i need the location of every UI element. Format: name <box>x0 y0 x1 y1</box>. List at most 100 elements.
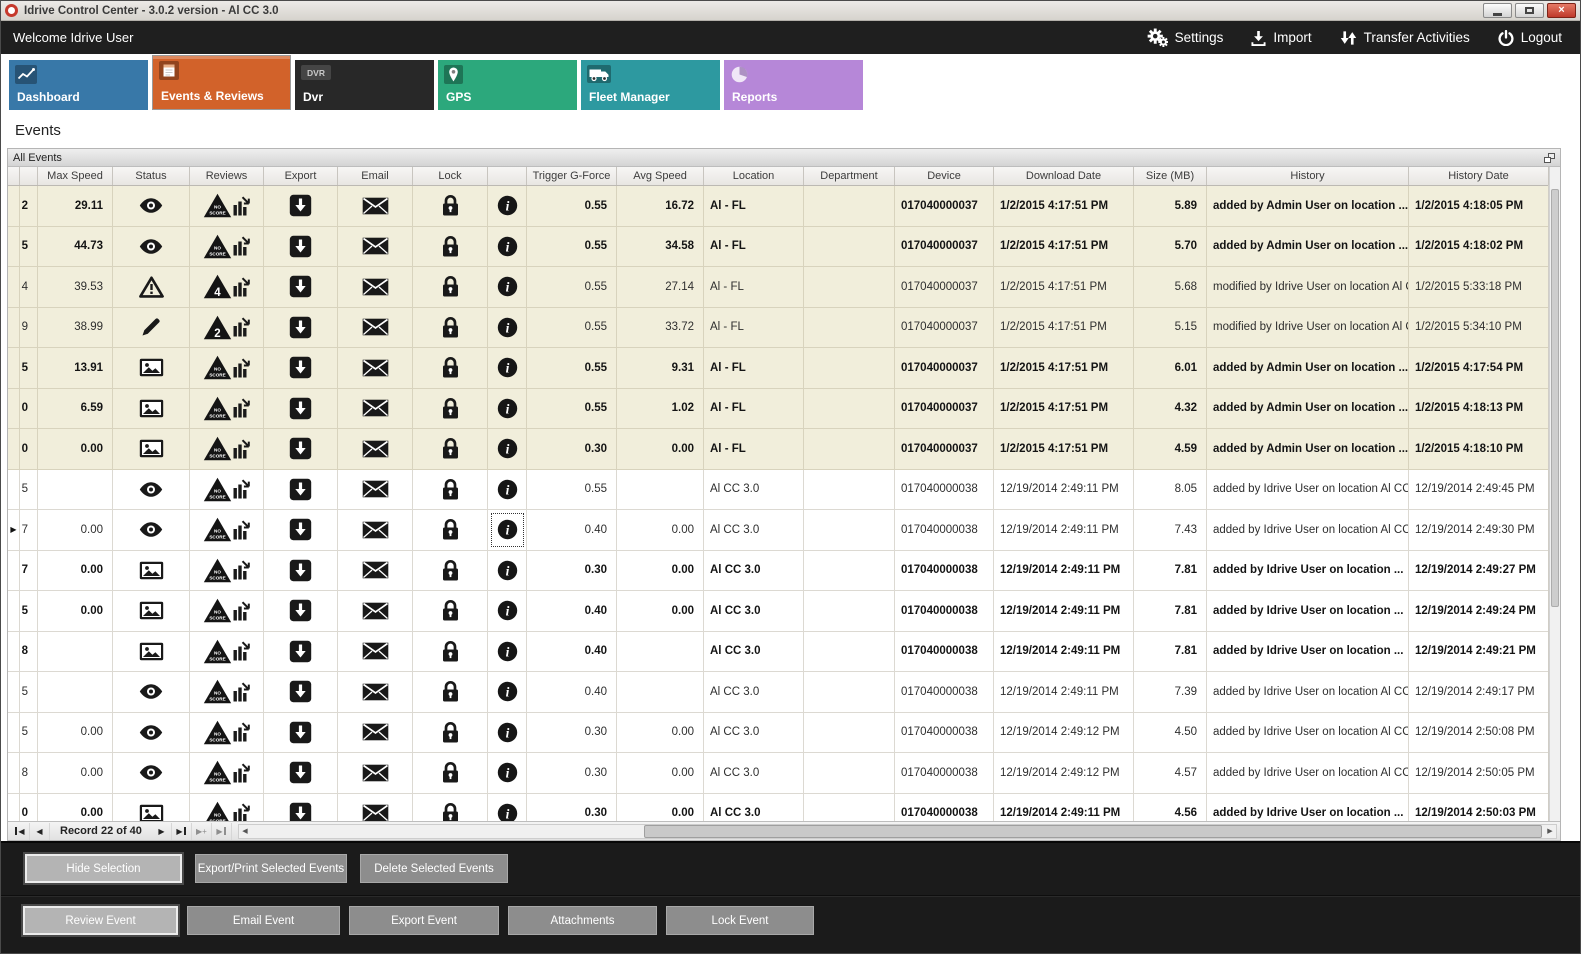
cell-download_date[interactable]: 12/19/2014 2:49:11 PM <box>994 631 1134 671</box>
cell-history[interactable]: added by Admin User on location ... <box>1207 429 1409 469</box>
email-icon[interactable] <box>362 521 389 539</box>
tab-events-reviews[interactable]: Events & Reviews <box>152 55 291 110</box>
cell-location[interactable]: Al CC 3.0 <box>704 712 804 752</box>
cell-location[interactable]: Al - FL <box>704 267 804 307</box>
cell-status[interactable] <box>113 307 190 347</box>
cell-lock[interactable] <box>413 712 488 752</box>
review-event-button[interactable]: Review Event <box>21 904 180 937</box>
cell-reviews[interactable]: NO SCORE <box>190 591 264 631</box>
cell-device[interactable]: 017040000038 <box>895 469 994 509</box>
cell-status[interactable] <box>113 388 190 428</box>
cell-location[interactable]: Al - FL <box>704 186 804 226</box>
cell-rowind[interactable]: ▶ <box>8 510 20 550</box>
cell-info[interactable]: i <box>488 672 527 712</box>
cell-trigger[interactable]: 0.55 <box>527 388 617 428</box>
table-row[interactable]: 5 44.73 NO SCORE i 0.55 34.58 Al - FL 0170400000… <box>8 226 1548 267</box>
topbar-action-logout[interactable]: Logout <box>1498 29 1562 46</box>
cell-export[interactable] <box>264 672 338 712</box>
cell-avg_speed[interactable]: 33.72 <box>617 307 704 347</box>
cell-location[interactable]: Al - FL <box>704 429 804 469</box>
cell-cut[interactable]: 5 <box>20 226 38 266</box>
col-header-max_speed[interactable]: Max Speed <box>38 167 113 185</box>
cell-location[interactable]: Al - FL <box>704 226 804 266</box>
cell-department[interactable] <box>804 510 895 550</box>
cell-reviews[interactable]: 2 <box>190 307 264 347</box>
info-icon[interactable]: i <box>497 479 518 500</box>
col-header-reviews[interactable]: Reviews <box>190 167 264 185</box>
cell-location[interactable]: Al CC 3.0 <box>704 469 804 509</box>
cell-export[interactable] <box>264 712 338 752</box>
cell-department[interactable] <box>804 267 895 307</box>
no-score-triangle-icon[interactable]: NO SCORE <box>203 639 232 664</box>
nav-next-button[interactable]: ▶ <box>152 822 172 840</box>
no-score-triangle-icon[interactable]: NO SCORE <box>203 517 232 542</box>
email-icon[interactable] <box>362 723 389 741</box>
cell-history[interactable]: added by Idrive User on location Al CC .… <box>1207 712 1409 752</box>
cell-info[interactable]: i <box>488 469 527 509</box>
cell-department[interactable] <box>804 550 895 590</box>
cell-email[interactable] <box>338 267 413 307</box>
cell-download_date[interactable]: 12/19/2014 2:49:11 PM <box>994 591 1134 631</box>
cell-device[interactable]: 017040000037 <box>895 226 994 266</box>
cell-email[interactable] <box>338 469 413 509</box>
review-bars-icon[interactable] <box>233 317 250 337</box>
cell-reviews[interactable]: NO SCORE <box>190 186 264 226</box>
cell-device[interactable]: 017040000037 <box>895 388 994 428</box>
col-header-history[interactable]: History <box>1207 167 1409 185</box>
cell-history_date[interactable]: 12/19/2014 2:49:21 PM <box>1409 632 1548 672</box>
topbar-action-import[interactable]: Import <box>1251 30 1312 46</box>
cell-device[interactable]: 017040000038 <box>895 510 994 550</box>
col-header-export[interactable]: Export <box>264 167 338 185</box>
cell-cut[interactable]: 5 <box>20 672 38 712</box>
cell-cut[interactable]: 9 <box>20 307 38 347</box>
table-row[interactable]: 5 NO SCORE i 0.55 Al CC 3.0 017040000038 12/19/… <box>8 469 1548 510</box>
lock-icon[interactable] <box>441 559 460 582</box>
cell-history_date[interactable]: 1/2/2015 4:18:10 PM <box>1409 429 1548 469</box>
review-bars-icon[interactable] <box>233 722 250 742</box>
no-score-triangle-icon[interactable]: NO SCORE <box>203 355 232 380</box>
cell-size_mb[interactable]: 7.81 <box>1134 631 1207 671</box>
cell-max_speed[interactable]: 44.73 <box>38 226 113 266</box>
cell-max_speed[interactable]: 29.11 <box>38 186 113 226</box>
cell-status[interactable] <box>113 510 190 550</box>
cell-cut[interactable]: 8 <box>20 753 38 793</box>
export-icon[interactable] <box>289 478 312 501</box>
cell-trigger[interactable]: 0.30 <box>527 753 617 793</box>
cell-info[interactable]: i <box>488 429 527 469</box>
cell-history[interactable]: added by Admin User on location ... <box>1207 186 1409 226</box>
cell-export[interactable] <box>264 550 338 590</box>
lock-icon[interactable] <box>441 761 460 784</box>
review-bars-icon[interactable] <box>233 641 250 661</box>
cell-lock[interactable] <box>413 348 488 388</box>
cell-lock[interactable] <box>413 793 488 821</box>
topbar-action-transfer-activities[interactable]: Transfer Activities <box>1340 30 1470 46</box>
cell-size_mb[interactable]: 4.32 <box>1134 388 1207 428</box>
no-score-triangle-icon[interactable]: NO SCORE <box>203 801 232 821</box>
cell-avg_speed[interactable]: 1.02 <box>617 388 704 428</box>
email-icon[interactable] <box>362 197 389 215</box>
lock-icon[interactable] <box>441 599 460 622</box>
cell-history[interactable]: added by Idrive User on location ... <box>1207 550 1409 590</box>
cell-avg_speed[interactable]: 0.00 <box>617 591 704 631</box>
cell-max_speed[interactable]: 0.00 <box>38 510 113 550</box>
lock-icon[interactable] <box>441 316 460 339</box>
email-icon[interactable] <box>362 399 389 417</box>
table-row[interactable]: 8 0.00 NO SCORE i 0.30 0.00 Al CC 3.0 0170400000… <box>8 753 1548 794</box>
cell-trigger[interactable]: 0.55 <box>527 307 617 347</box>
cell-department[interactable] <box>804 429 895 469</box>
export-icon[interactable] <box>289 356 312 379</box>
cell-device[interactable]: 017040000037 <box>895 307 994 347</box>
lock-icon[interactable] <box>441 640 460 663</box>
col-header-device[interactable]: Device <box>895 167 994 185</box>
cell-avg_speed[interactable]: 0.00 <box>617 550 704 590</box>
cell-status[interactable] <box>113 793 190 821</box>
cell-status[interactable] <box>113 672 190 712</box>
cell-max_speed[interactable]: 0.00 <box>38 591 113 631</box>
cell-email[interactable] <box>338 307 413 347</box>
cell-trigger[interactable]: 0.30 <box>527 793 617 821</box>
cell-download_date[interactable]: 1/2/2015 4:17:51 PM <box>994 307 1134 347</box>
cell-trigger[interactable]: 0.30 <box>527 712 617 752</box>
export-icon[interactable] <box>289 599 312 622</box>
info-icon[interactable]: i <box>497 762 518 783</box>
close-button[interactable]: × <box>1547 3 1576 18</box>
